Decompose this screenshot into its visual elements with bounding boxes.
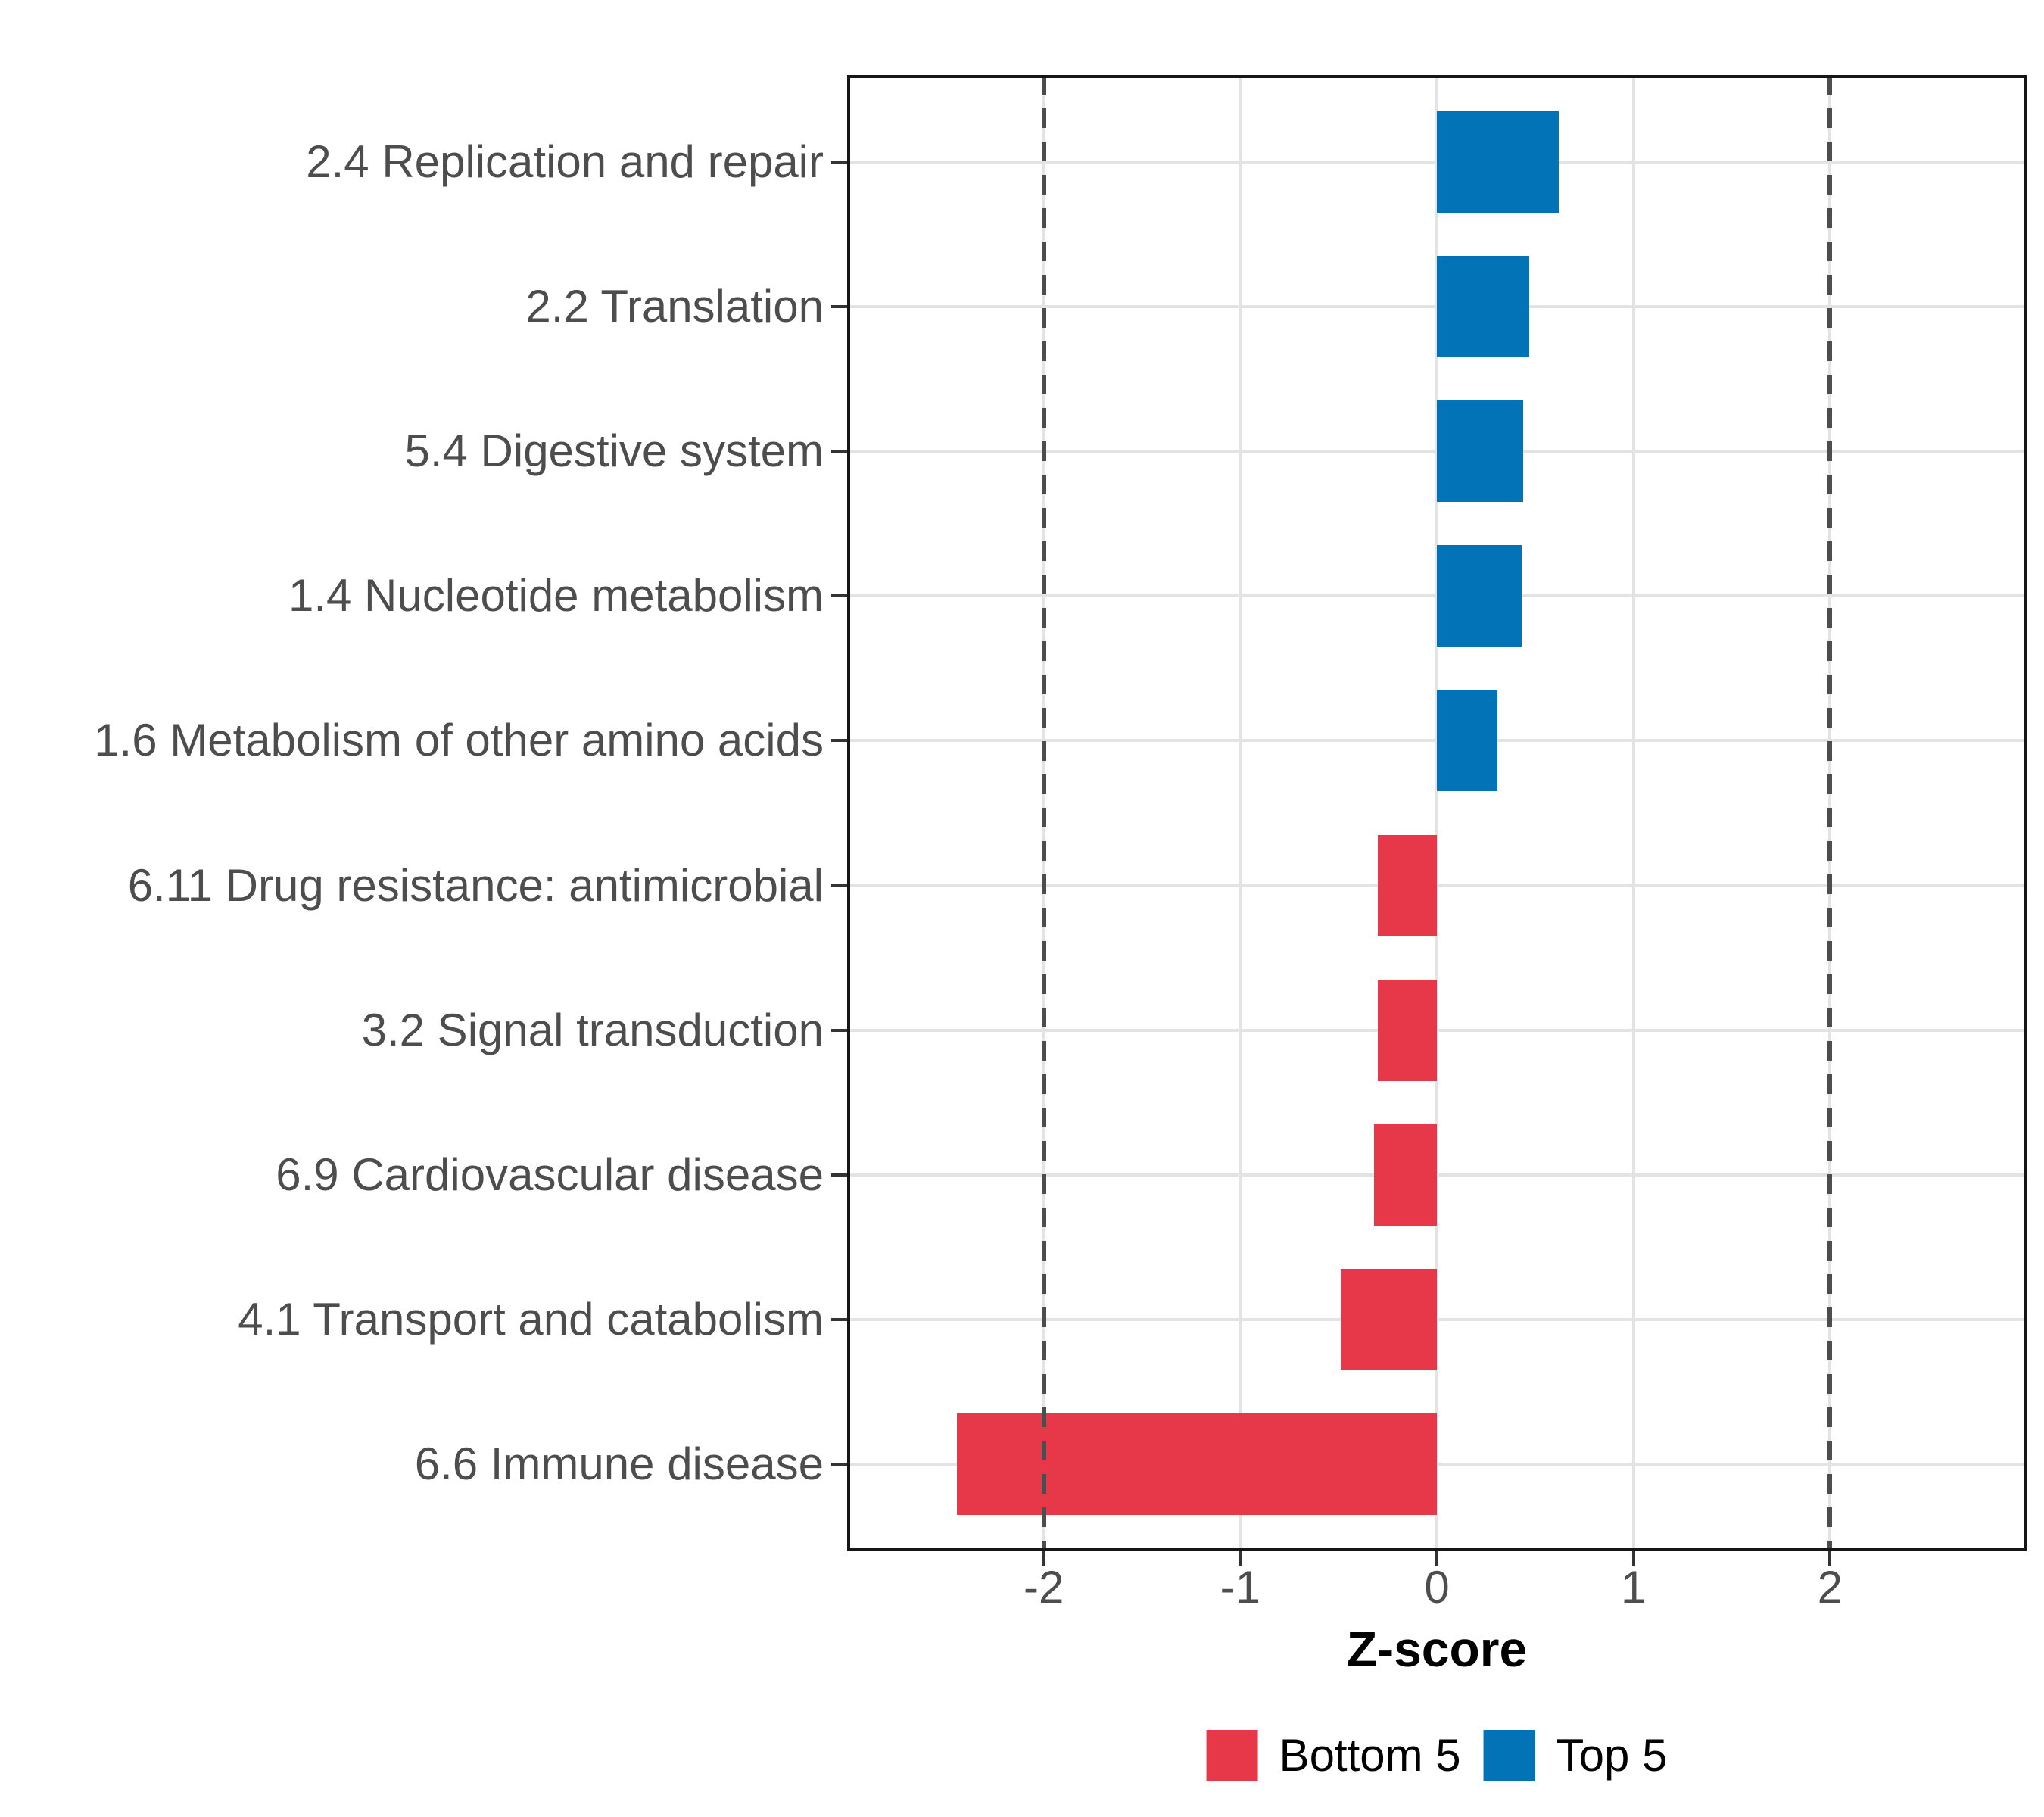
bar-bottom5 — [957, 1413, 1437, 1516]
legend-item-bottom5: Bottom 5 — [1206, 1729, 1461, 1781]
x-tick-mark — [1042, 1551, 1045, 1566]
x-gridline — [1435, 75, 1438, 1551]
bar-top5 — [1437, 690, 1498, 792]
y-gridline — [847, 884, 2027, 887]
y-axis-label: 2.2 Translation — [525, 280, 824, 332]
bar-bottom5 — [1378, 979, 1437, 1081]
y-axis-label: 6.9 Cardiovascular disease — [276, 1148, 824, 1200]
legend-label-top5: Top 5 — [1556, 1730, 1668, 1781]
y-tick-mark — [831, 1173, 847, 1177]
y-tick-mark — [831, 160, 847, 164]
bar-bottom5 — [1378, 834, 1437, 937]
y-tick-mark — [831, 884, 847, 887]
bar-top5 — [1437, 400, 1524, 502]
y-gridline — [847, 1028, 2027, 1032]
reference-line — [1041, 75, 1046, 1551]
y-axis-label: 2.4 Replication and repair — [306, 136, 824, 187]
bar-top5 — [1437, 111, 1559, 213]
x-tick-mark — [1435, 1551, 1438, 1566]
x-tick-mark — [1828, 1551, 1832, 1566]
y-tick-mark — [831, 739, 847, 743]
bar-bottom5 — [1340, 1269, 1437, 1371]
legend-swatch-bottom5 — [1206, 1729, 1258, 1781]
x-gridline — [1239, 75, 1242, 1551]
y-axis-label: 1.4 Nucleotide metabolism — [288, 570, 824, 622]
legend-item-top5: Top 5 — [1483, 1729, 1668, 1781]
bar-bottom5 — [1373, 1124, 1437, 1226]
y-axis-label: 5.4 Digestive system — [404, 425, 824, 477]
plot-panel — [847, 75, 2027, 1551]
bar-top5 — [1437, 545, 1522, 647]
y-tick-mark — [831, 450, 847, 453]
y-tick-mark — [831, 1028, 847, 1032]
y-tick-mark — [831, 304, 847, 308]
x-tick-label: -1 — [1220, 1562, 1260, 1613]
y-tick-mark — [831, 1463, 847, 1466]
x-tick-label: -2 — [1023, 1562, 1064, 1613]
y-tick-mark — [831, 1318, 847, 1322]
bar-top5 — [1437, 255, 1530, 357]
x-tick-label: 1 — [1620, 1562, 1647, 1613]
legend-swatch-top5 — [1483, 1729, 1535, 1781]
y-axis-label: 4.1 Transport and catabolism — [238, 1294, 824, 1345]
x-axis-title: Z-score — [1346, 1621, 1528, 1677]
legend-label-bottom5: Bottom 5 — [1279, 1730, 1461, 1781]
x-tick-mark — [1239, 1551, 1242, 1566]
x-tick-mark — [1631, 1551, 1635, 1566]
y-axis-label: 1.6 Metabolism of other amino acids — [94, 715, 824, 766]
legend: Bottom 5 Top 5 — [1206, 1729, 1668, 1781]
y-gridline — [847, 1173, 2027, 1177]
y-axis-label: 6.11 Drug resistance: antimicrobial — [127, 859, 824, 911]
y-gridline — [847, 1318, 2027, 1322]
reference-line — [1827, 75, 1833, 1551]
x-tick-label: 2 — [1817, 1562, 1843, 1613]
y-axis-label: 6.6 Immune disease — [414, 1438, 824, 1490]
x-tick-label: 0 — [1424, 1562, 1450, 1613]
y-axis-label: 3.2 Signal transduction — [361, 1004, 824, 1055]
y-gridline — [847, 1463, 2027, 1466]
x-gridline — [1631, 75, 1635, 1551]
y-tick-mark — [831, 594, 847, 598]
